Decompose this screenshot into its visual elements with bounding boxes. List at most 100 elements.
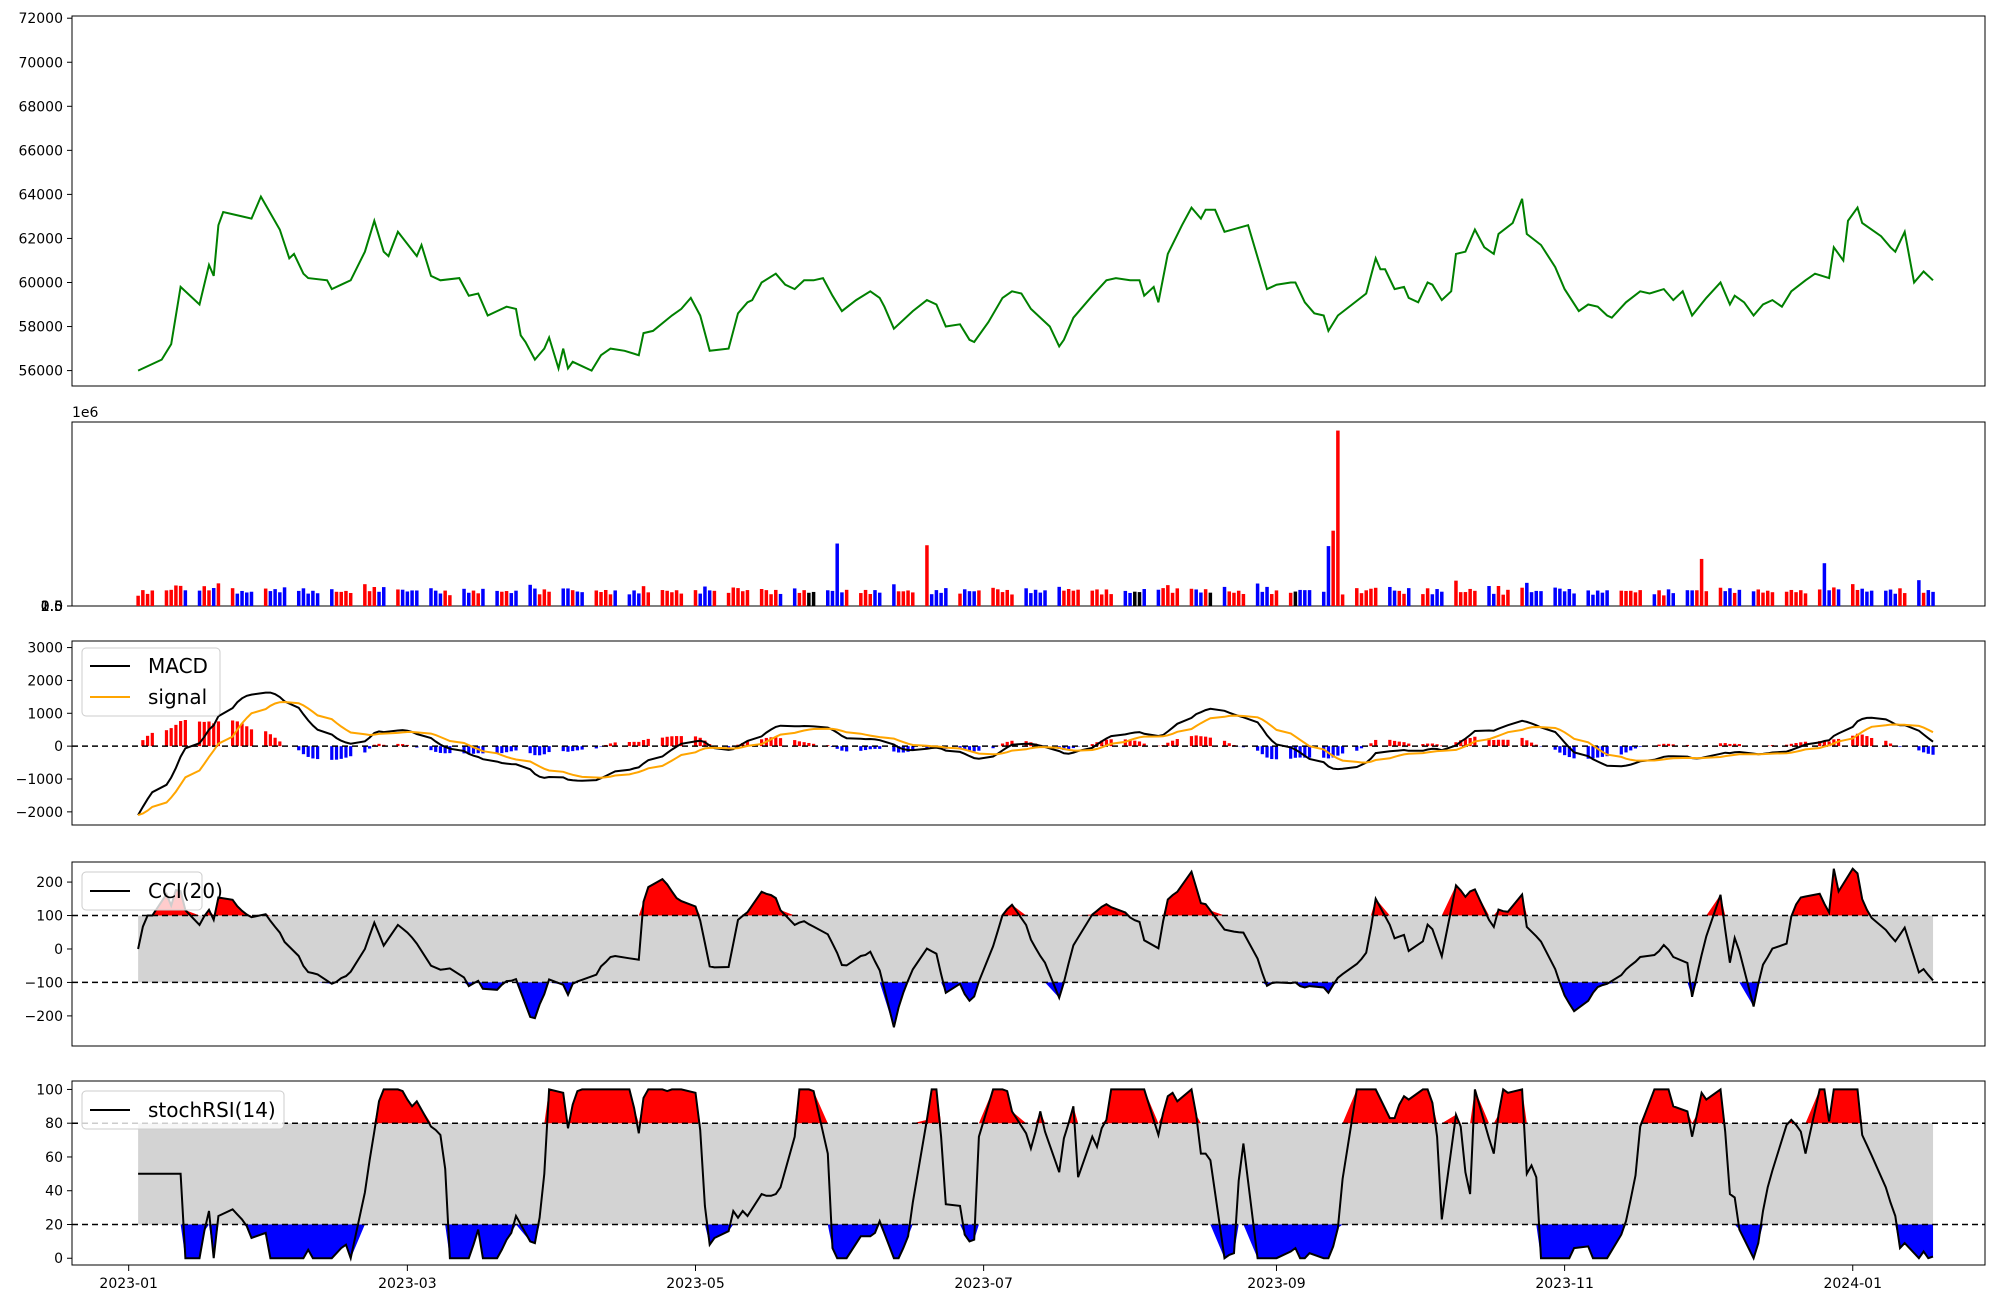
macd-hist-bar bbox=[183, 720, 187, 747]
macd-hist-bar bbox=[1454, 742, 1458, 747]
macd-hist-bar bbox=[1657, 744, 1661, 747]
macd-line bbox=[137, 691, 1934, 816]
price-panel: 56000 58000 60000 62000 64000 66000 68000 70000… bbox=[18, 11, 1986, 387]
volume-bar bbox=[840, 592, 844, 606]
volume-bar bbox=[1817, 589, 1822, 606]
volume-bar bbox=[996, 589, 1000, 606]
macd-hist-bar bbox=[1718, 743, 1723, 747]
volume-bar bbox=[1591, 594, 1595, 606]
volume-bar bbox=[1454, 580, 1458, 606]
macd-hist-bar bbox=[1222, 740, 1227, 747]
macd-hist-bar bbox=[1392, 740, 1397, 747]
macd-hist-bar bbox=[1128, 739, 1132, 747]
stochrsi-line bbox=[138, 1087, 1934, 1262]
volume-bar bbox=[301, 588, 306, 606]
volume-bar bbox=[1572, 593, 1576, 606]
macd-hist-bar bbox=[174, 724, 178, 747]
volume-bar bbox=[1430, 594, 1435, 606]
volume-bar bbox=[1095, 589, 1099, 606]
volume-bar bbox=[405, 591, 410, 606]
volume-bar bbox=[1770, 592, 1775, 606]
volume-bar bbox=[632, 590, 636, 606]
macd-hist-bar bbox=[164, 730, 169, 747]
macd-hist-bar bbox=[1870, 737, 1874, 747]
macd-hist-bar bbox=[807, 742, 811, 747]
macd-hist-bar bbox=[797, 741, 802, 747]
macd-hist-bar bbox=[1255, 746, 1260, 751]
volume-bar bbox=[164, 590, 169, 606]
volume-bar bbox=[1227, 591, 1231, 606]
macd-hist-bar bbox=[802, 742, 806, 747]
volume-bar bbox=[249, 591, 254, 606]
volume-bar bbox=[769, 594, 773, 606]
x-tick-label: 2023-03 bbox=[378, 1276, 437, 1292]
volume-bar bbox=[1520, 587, 1524, 606]
volume-bar bbox=[1307, 590, 1312, 606]
macd-ytick-label: 3000 bbox=[27, 641, 63, 657]
volume-bar bbox=[599, 592, 603, 606]
volume-bar bbox=[835, 543, 839, 606]
macd-hist-bar bbox=[769, 737, 773, 747]
volume-bar bbox=[1104, 589, 1109, 606]
volume-bar bbox=[1827, 590, 1831, 606]
macd-hist-bar bbox=[1104, 739, 1109, 747]
volume-bar bbox=[1397, 590, 1402, 606]
volume-bar bbox=[1756, 589, 1761, 606]
price-ytick-label: 62000 bbox=[18, 231, 63, 247]
volume-bar bbox=[703, 586, 707, 606]
volume-bar bbox=[1463, 592, 1468, 606]
volume-bar bbox=[1633, 592, 1638, 606]
volume-bar bbox=[1274, 590, 1279, 606]
volume-bar bbox=[296, 590, 301, 606]
volume-bar bbox=[944, 588, 948, 606]
macd-hist-bar bbox=[1374, 739, 1378, 747]
macd-hist-bar bbox=[1898, 746, 1902, 747]
volume-bar bbox=[1303, 590, 1307, 606]
macd-hist-bar bbox=[504, 746, 509, 753]
volume-ytick-label: 1.5 bbox=[41, 599, 63, 615]
volume-bar bbox=[1765, 590, 1770, 606]
macd-hist-bar bbox=[897, 746, 901, 753]
volume-bar bbox=[1062, 590, 1066, 606]
volume-panel: 0.00.51.01.52.0 1e6 bbox=[41, 405, 1986, 615]
volume-bar bbox=[1799, 590, 1803, 606]
volume-bar bbox=[1558, 588, 1562, 606]
macd-hist-bar bbox=[594, 746, 598, 749]
macd-hist-bar bbox=[1496, 739, 1501, 747]
macd-hist-bar bbox=[845, 746, 849, 752]
volume-bar bbox=[1931, 591, 1935, 606]
macd-hist-bar bbox=[641, 740, 646, 747]
macd-hist-bar bbox=[396, 743, 400, 747]
volume-bar bbox=[892, 584, 896, 606]
macd-hist-bar bbox=[632, 741, 636, 747]
volume-bar bbox=[1784, 591, 1789, 606]
volume-bar bbox=[1699, 558, 1704, 606]
volume-bar bbox=[1359, 593, 1364, 606]
volume-bar bbox=[873, 590, 877, 606]
volume-bar bbox=[211, 588, 216, 606]
volume-bar bbox=[438, 593, 443, 606]
price-ytick-label: 60000 bbox=[18, 275, 63, 291]
volume-bar bbox=[372, 587, 377, 606]
volume-bar bbox=[670, 592, 674, 606]
volume-bar bbox=[1869, 590, 1874, 606]
macd-hist-bar bbox=[892, 746, 896, 752]
volume-bar bbox=[561, 588, 565, 606]
macd-hist-bar bbox=[566, 746, 570, 752]
stochrsi-oversold-fill bbox=[138, 1224, 1934, 1259]
macd-hist-bar bbox=[745, 741, 750, 747]
macd-hist-bar bbox=[141, 740, 145, 747]
macd-frame bbox=[71, 640, 1986, 826]
price-ytick-label: 56000 bbox=[18, 364, 63, 380]
volume-bar bbox=[826, 590, 830, 606]
volume-bar bbox=[1241, 593, 1246, 606]
volume-bar bbox=[802, 590, 806, 606]
volume-bar bbox=[679, 593, 684, 606]
cci-overbought-fill bbox=[138, 868, 1934, 916]
macd-hist-bar bbox=[670, 736, 674, 747]
macd-hist-bar bbox=[599, 746, 603, 747]
macd-hist-bar bbox=[311, 746, 315, 759]
macd-hist-bar bbox=[1133, 740, 1137, 747]
volume-bar bbox=[1175, 588, 1180, 606]
cci-legend-label: CCI(20) bbox=[148, 879, 223, 903]
